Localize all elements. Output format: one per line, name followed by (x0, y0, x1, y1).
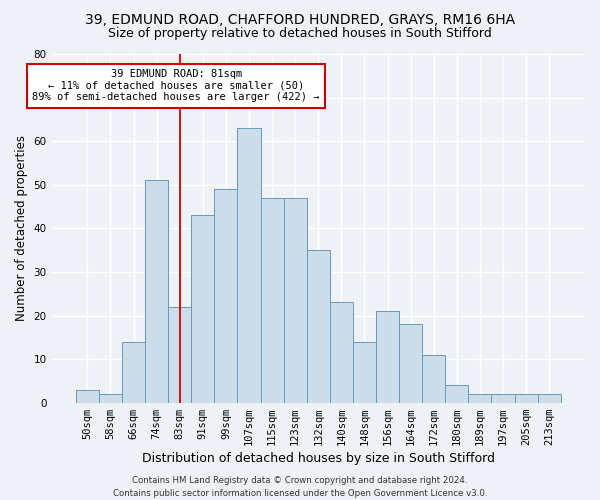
Bar (353, 342, 376, 402)
Y-axis label: Number of detached properties: Number of detached properties (15, 136, 28, 322)
Bar (214, 189, 238, 402)
Text: 39, EDMUND ROAD, CHAFFORD HUNDRED, GRAYS, RM16 6HA: 39, EDMUND ROAD, CHAFFORD HUNDRED, GRAYS… (85, 12, 515, 26)
Text: Contains HM Land Registry data © Crown copyright and database right 2024.
Contai: Contains HM Land Registry data © Crown c… (113, 476, 487, 498)
Bar (376, 311, 399, 402)
Bar (330, 302, 353, 402)
Bar (99, 394, 122, 402)
Bar (538, 394, 561, 402)
Bar (76, 390, 99, 402)
Bar (515, 394, 538, 402)
Bar (491, 394, 515, 402)
Bar (191, 216, 214, 402)
Bar (145, 180, 168, 402)
Bar (445, 386, 469, 402)
Bar (260, 198, 284, 402)
Text: Size of property relative to detached houses in South Stifford: Size of property relative to detached ho… (108, 28, 492, 40)
Bar (399, 324, 422, 402)
Bar (469, 394, 491, 402)
Bar (122, 342, 145, 402)
Bar (168, 307, 191, 402)
Bar (307, 250, 330, 402)
Bar (284, 198, 307, 402)
Bar (422, 354, 445, 403)
X-axis label: Distribution of detached houses by size in South Stifford: Distribution of detached houses by size … (142, 452, 495, 465)
Bar (238, 128, 260, 402)
Text: 39 EDMUND ROAD: 81sqm
← 11% of detached houses are smaller (50)
89% of semi-deta: 39 EDMUND ROAD: 81sqm ← 11% of detached … (32, 70, 320, 102)
